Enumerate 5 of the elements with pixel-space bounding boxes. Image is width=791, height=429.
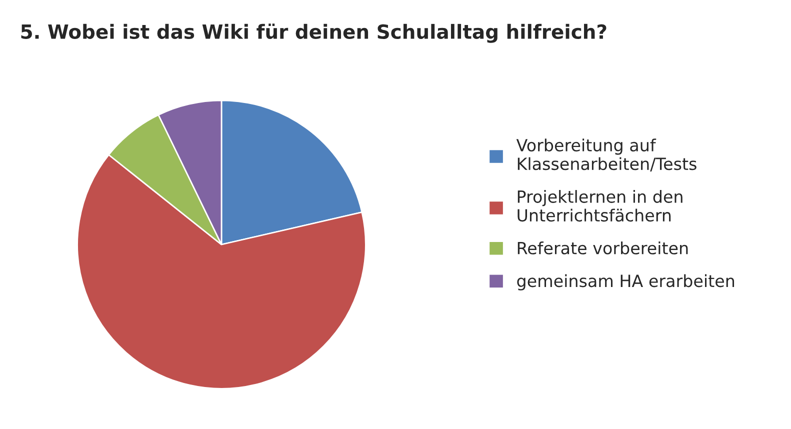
legend-label: gemeinsam HA erarbeiten [517,274,734,290]
legend-label: Projektlernen in den Unterrichtsfächern [518,190,682,222]
chart-title: 5. Wobei ist das Wiki für deinen Schulalltag hilfreich? [21,24,606,43]
legend-label: Vorbereitung auf Klassenarbeiten/Tests [516,138,696,172]
legend-label: Referate vorbereiten [518,241,688,254]
